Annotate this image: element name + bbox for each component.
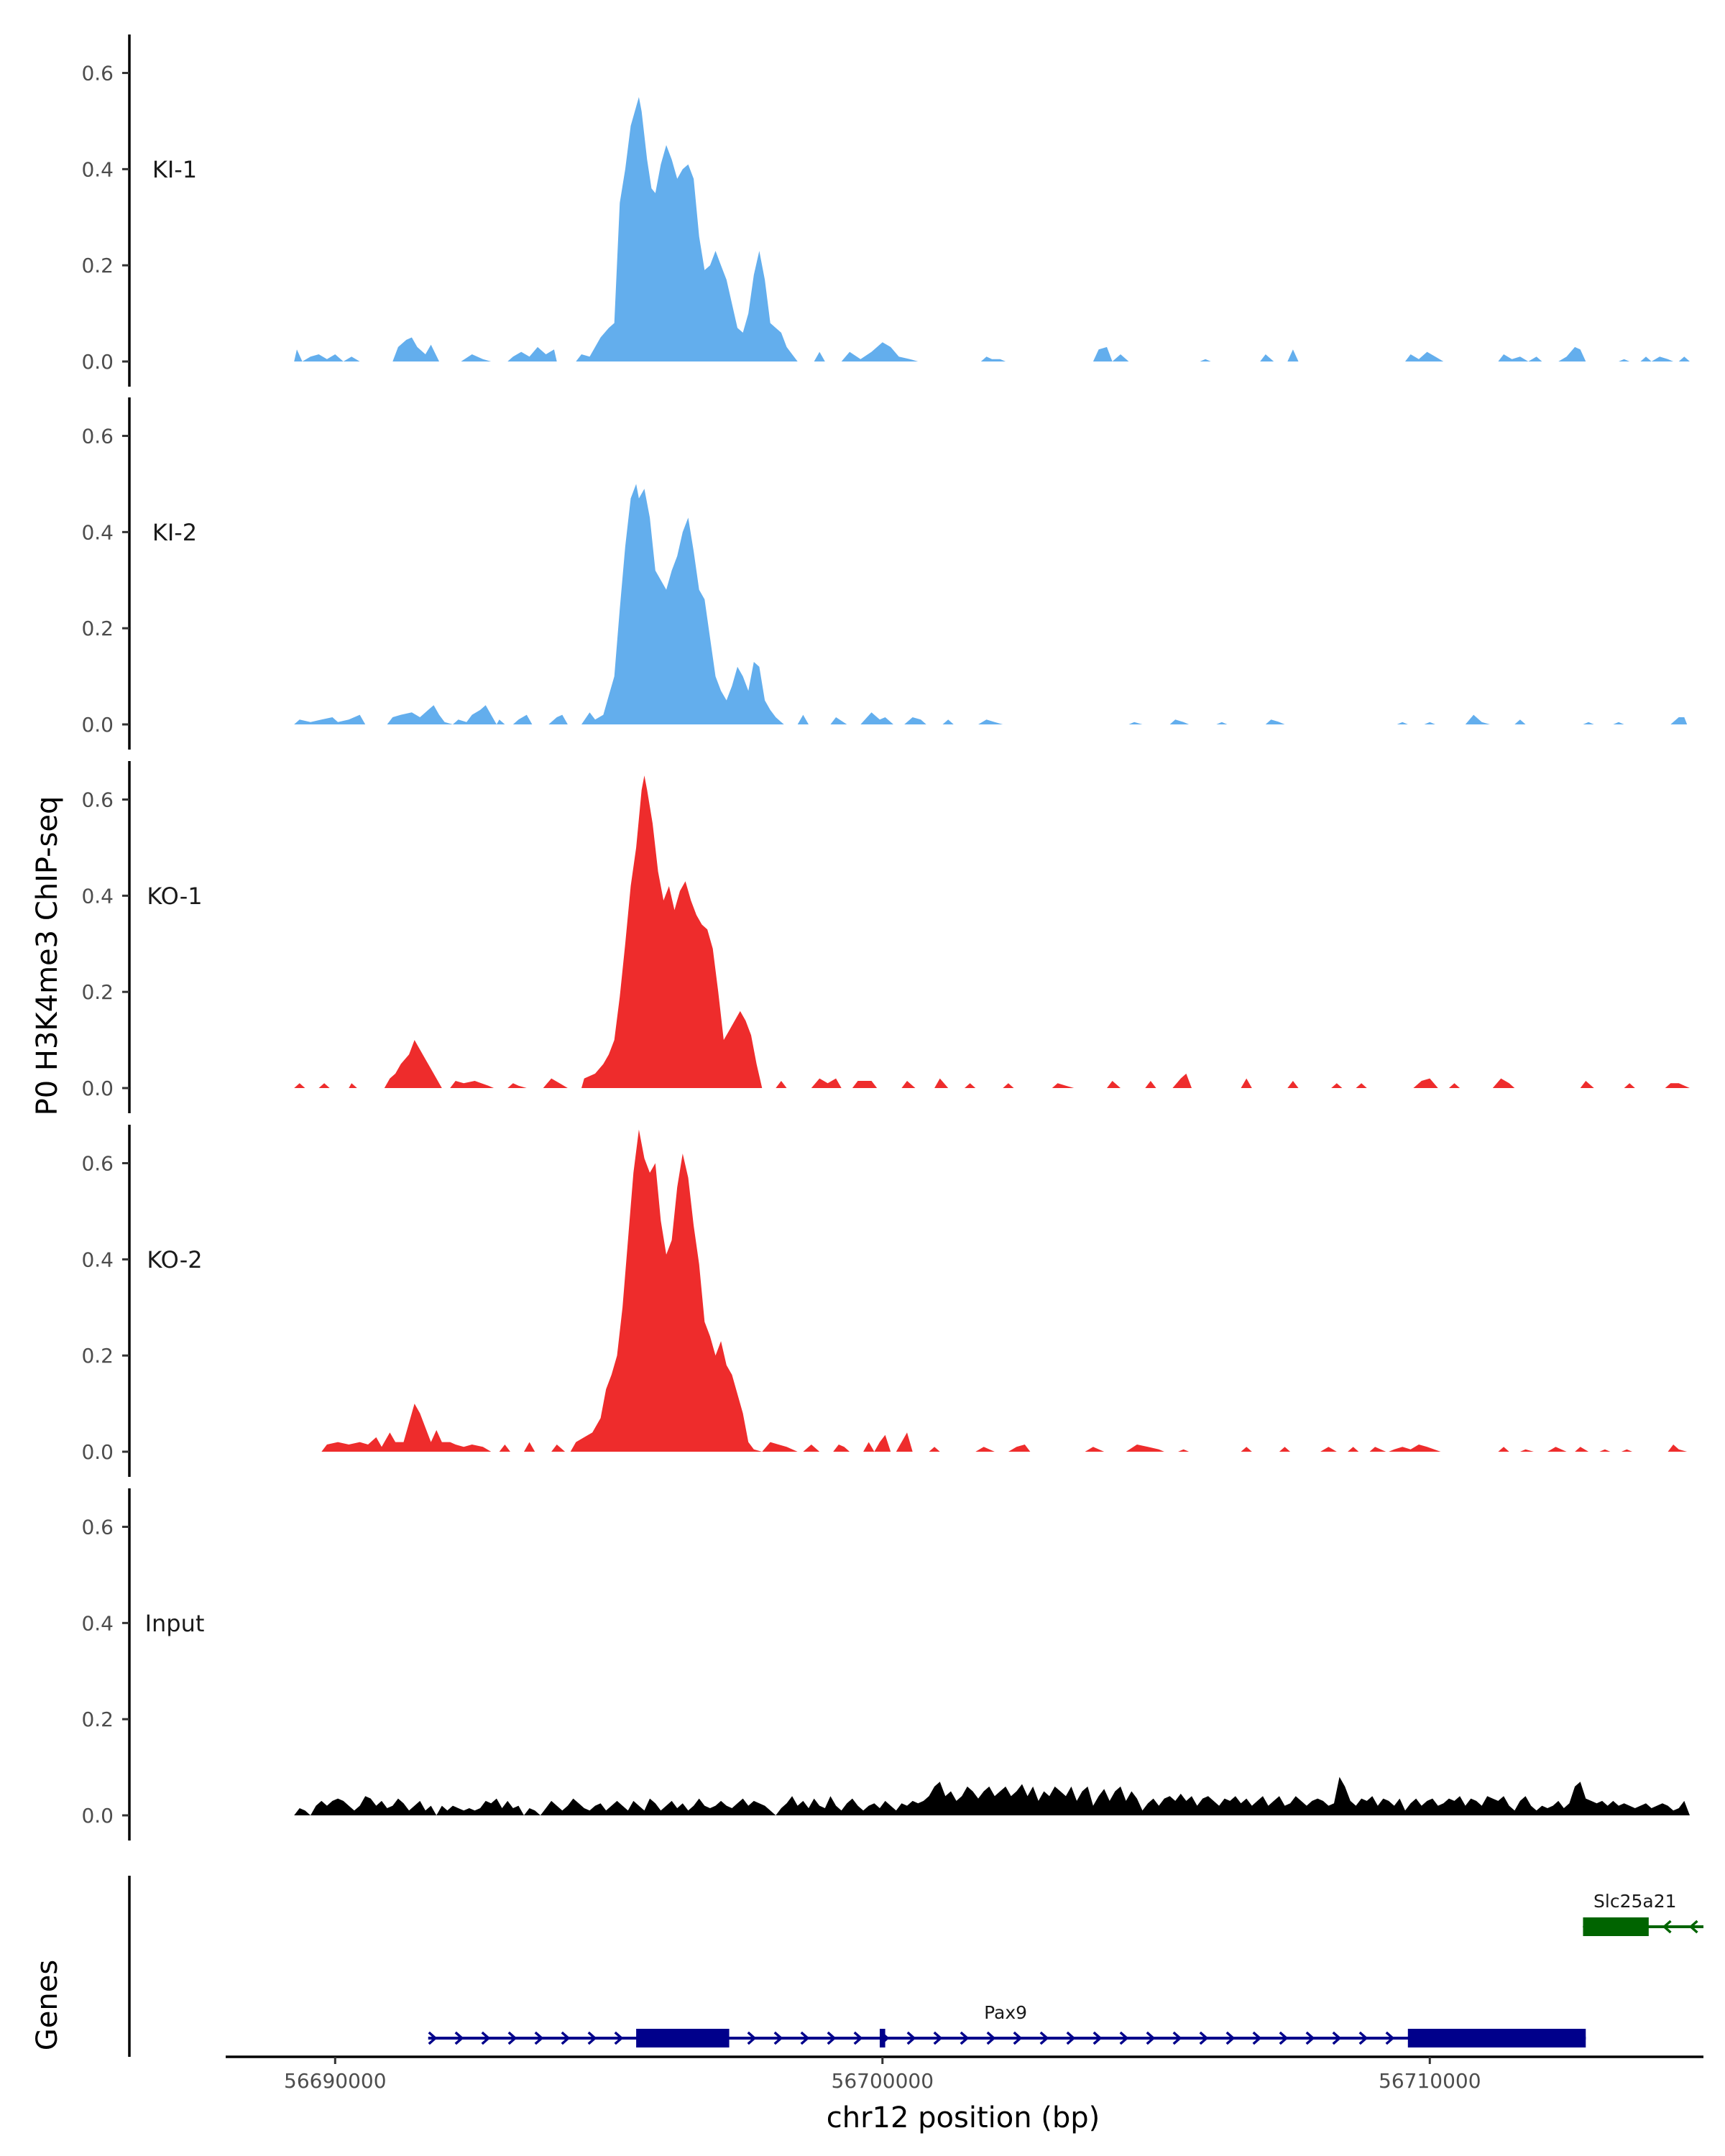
y-tick-label: 0.6 xyxy=(81,425,114,448)
strand-chevron xyxy=(986,2031,996,2045)
strand-chevron xyxy=(1332,2031,1342,2045)
strand-chevron xyxy=(1279,2031,1289,2045)
x-tick-label: 56700000 xyxy=(832,2069,934,2093)
track-ko-2: 0.0 0.2 0.4 0.6 KO-2 xyxy=(81,1125,1688,1477)
strand-chevron xyxy=(1252,2031,1262,2045)
area-ko-2 xyxy=(321,1129,1688,1452)
x-tick-label: 56690000 xyxy=(284,2069,387,2093)
y-tick-label: 0.2 xyxy=(81,254,114,277)
exon xyxy=(1583,1917,1649,1936)
y-tick-label: 0.2 xyxy=(81,1708,114,1731)
y-tick-label: 0.4 xyxy=(81,1248,114,1271)
strand-chevron xyxy=(428,2031,438,2045)
area-ko-1 xyxy=(294,775,1690,1088)
y-tick-label: 0.4 xyxy=(81,884,114,908)
strand-chevron xyxy=(1146,2031,1156,2045)
y-tick-label: 0.0 xyxy=(81,713,114,737)
strand-chevron xyxy=(773,2031,783,2045)
strand-chevron xyxy=(534,2031,544,2045)
strand-chevron xyxy=(587,2031,597,2045)
strand-chevron xyxy=(747,2031,757,2045)
gene-pax9: Pax9 xyxy=(428,2002,1586,2047)
y-tick-label: 0.0 xyxy=(81,1440,114,1464)
strand-chevron xyxy=(933,2031,943,2045)
strand-chevron xyxy=(561,2031,571,2045)
track-label-ki-2: KI-2 xyxy=(152,519,197,546)
strand-chevron xyxy=(960,2031,970,2045)
area-ki-1 xyxy=(294,97,1690,361)
strand-chevron xyxy=(1013,2031,1023,2045)
strand-chevron xyxy=(906,2031,916,2045)
tracks-layer: 0.00.20.40.6KI-10.00.20.40.6KI-20.00.20.… xyxy=(81,34,1690,1841)
y-tick-label: 0.6 xyxy=(81,1516,114,1539)
strand-chevron xyxy=(1688,1920,1698,1934)
strand-chevron xyxy=(507,2031,518,2045)
y-tick-label: 0.6 xyxy=(81,788,114,812)
x-axis-title: chr12 position (bp) xyxy=(827,2101,1100,2134)
track-input: 0.0 0.2 0.4 0.6 Input xyxy=(81,1488,1690,1841)
strand-chevron xyxy=(1092,2031,1103,2045)
track-ki-2: 0.0 0.2 0.4 0.6 KI-2 xyxy=(81,397,1688,750)
y-tick-label: 0.6 xyxy=(81,1152,114,1176)
track-ki-1: 0.0 0.2 0.4 0.6 KI-1 xyxy=(81,34,1690,387)
strand-chevron xyxy=(454,2031,464,2045)
gene-slc25a21: Slc25a21 xyxy=(1582,1891,1703,1936)
y-tick-label: 0.2 xyxy=(81,1344,114,1368)
y-tick-label: 0.0 xyxy=(81,1804,114,1828)
y-tick-label: 0.2 xyxy=(81,617,114,640)
y-tick-label: 0.4 xyxy=(81,520,114,544)
track-label-ki-1: KI-1 xyxy=(152,156,197,183)
y-tick-label: 0.0 xyxy=(81,350,114,374)
genes-layer: Pax9 Slc25a21 xyxy=(128,1876,1703,2057)
track-label-ko-1: KO-1 xyxy=(147,883,202,910)
strand-chevron xyxy=(1199,2031,1209,2045)
track-ko-1: 0.0 0.2 0.4 0.6 KO-1 xyxy=(81,761,1690,1113)
strand-chevron xyxy=(1358,2031,1368,2045)
track-label-ko-2: KO-2 xyxy=(147,1246,202,1273)
x-axis: 56690000 56700000 56710000 xyxy=(226,2055,1703,2093)
track-label-input: Input xyxy=(145,1610,205,1637)
strand-chevron xyxy=(853,2031,863,2045)
strand-chevron xyxy=(1305,2031,1315,2045)
exon xyxy=(879,2029,886,2047)
gene-label-slc25a21: Slc25a21 xyxy=(1593,1891,1677,1912)
exon xyxy=(636,2029,730,2047)
strand-chevron xyxy=(827,2031,837,2045)
strand-chevron xyxy=(1066,2031,1076,2045)
y-tick-label: 0.4 xyxy=(81,157,114,181)
x-tick-label: 56710000 xyxy=(1379,2069,1481,2093)
y-tick-label: 0.4 xyxy=(81,1611,114,1635)
strand-chevron xyxy=(1385,2031,1395,2045)
y-tick-label: 0.2 xyxy=(81,980,114,1004)
y-tick-label: 0.6 xyxy=(81,62,114,86)
strand-chevron xyxy=(1119,2031,1129,2045)
strand-chevron xyxy=(800,2031,810,2045)
strand-chevron xyxy=(614,2031,624,2045)
y-tick-label: 0.0 xyxy=(81,1077,114,1100)
exon xyxy=(1407,2029,1586,2047)
area-input xyxy=(294,1777,1690,1815)
strand-chevron xyxy=(481,2031,491,2045)
genes-axis-title: Genes xyxy=(31,1960,64,2050)
strand-chevron xyxy=(1172,2031,1182,2045)
strand-chevron xyxy=(1225,2031,1236,2045)
area-ki-2 xyxy=(294,484,1688,724)
y-axis-title: P0 H3K4me3 ChIP-seq xyxy=(31,796,64,1116)
strand-chevron xyxy=(1039,2031,1049,2045)
gene-label-pax9: Pax9 xyxy=(984,2002,1027,2023)
strand-chevron xyxy=(1662,1920,1672,1934)
